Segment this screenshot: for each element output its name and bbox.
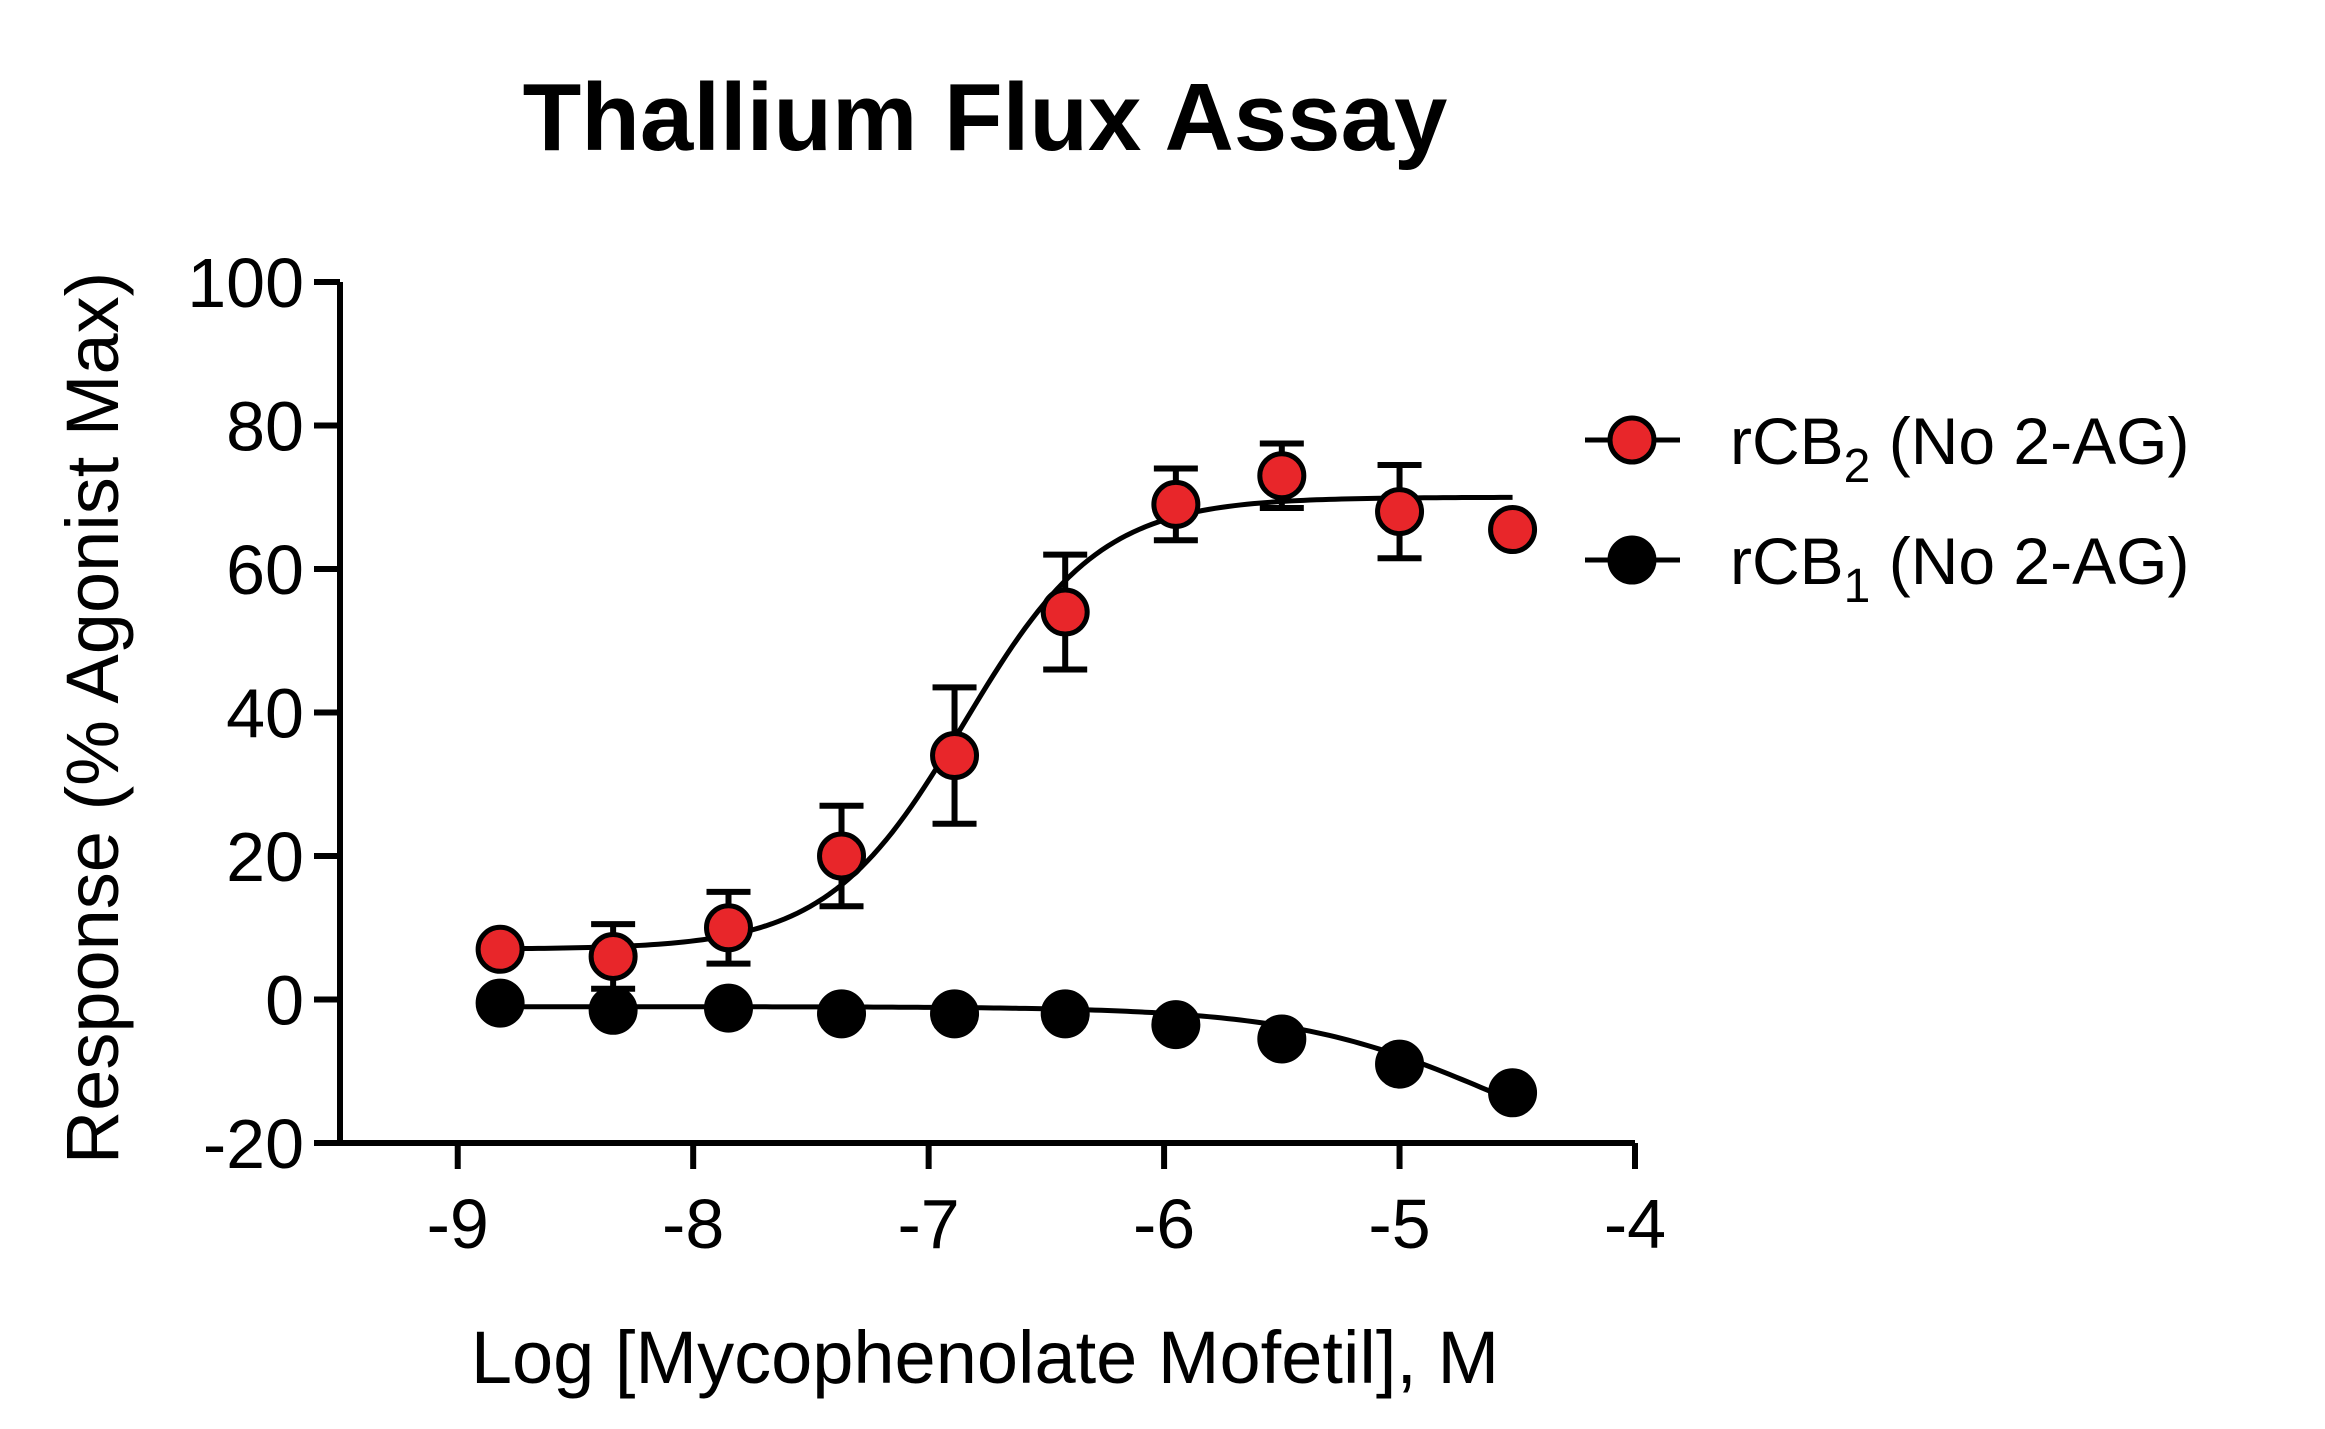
x-tick-label: -6 bbox=[1133, 1185, 1195, 1263]
y-tick-label: 40 bbox=[226, 675, 304, 753]
legend-marker bbox=[1607, 535, 1657, 585]
data-point bbox=[1257, 451, 1307, 501]
fit-curve bbox=[500, 494, 1513, 952]
series-layer bbox=[475, 440, 1538, 1118]
legend-item: rCB1 (No 2-AG) bbox=[1585, 524, 2189, 613]
y-tick-label: 80 bbox=[226, 388, 304, 466]
legend-label-subscript: 1 bbox=[1844, 560, 1871, 613]
y-tick-label: 60 bbox=[226, 531, 304, 609]
legend: rCB2 (No 2-AG)rCB1 (No 2-AG) bbox=[1585, 404, 2189, 613]
legend-label: rCB1 (No 2-AG) bbox=[1730, 524, 2189, 613]
legend-label-subscript: 2 bbox=[1844, 440, 1871, 493]
data-point bbox=[1375, 487, 1425, 537]
y-tick-label: 20 bbox=[226, 818, 304, 896]
data-point bbox=[588, 931, 638, 981]
y-axis-label: Response (% Agonist Max) bbox=[51, 272, 134, 1165]
chart-title: Thallium Flux Assay bbox=[523, 64, 1448, 171]
data-point bbox=[588, 985, 638, 1035]
series-1 bbox=[475, 978, 1538, 1118]
data-point bbox=[475, 924, 525, 974]
data-point bbox=[1151, 479, 1201, 529]
data-point bbox=[1488, 505, 1538, 555]
series-0 bbox=[475, 440, 1538, 992]
data-point bbox=[704, 903, 753, 953]
data-point bbox=[1375, 1039, 1425, 1089]
legend-label: rCB2 (No 2-AG) bbox=[1730, 404, 2189, 493]
x-tick-label: -4 bbox=[1604, 1185, 1666, 1263]
data-point bbox=[1488, 1068, 1538, 1118]
legend-label-rest: (No 2-AG) bbox=[1870, 524, 2189, 598]
x-axis-label: Log [Mycophenolate Mofetil], M bbox=[471, 1316, 1499, 1399]
x-tick-label: -7 bbox=[898, 1185, 960, 1263]
x-tick-label: -8 bbox=[662, 1185, 724, 1263]
axes: -20 0 20 40 60 80 100 -9 -8 -7 -6 -5 -4 bbox=[187, 244, 1666, 1263]
x-tick-label: -5 bbox=[1368, 1185, 1430, 1263]
data-point bbox=[817, 989, 867, 1039]
legend-label-rest: (No 2-AG) bbox=[1870, 404, 2189, 478]
data-point bbox=[930, 731, 980, 781]
legend-item: rCB2 (No 2-AG) bbox=[1585, 404, 2189, 493]
legend-label-main: rCB bbox=[1730, 524, 1844, 598]
data-point bbox=[1257, 1014, 1307, 1064]
data-point bbox=[475, 978, 525, 1028]
legend-label-main: rCB bbox=[1730, 404, 1844, 478]
data-point bbox=[930, 989, 980, 1039]
legend-marker bbox=[1607, 415, 1657, 465]
y-tick-label: 100 bbox=[187, 244, 304, 322]
data-point bbox=[704, 983, 753, 1033]
y-tick-label: 0 bbox=[265, 962, 304, 1040]
data-point bbox=[1151, 1000, 1201, 1050]
data-point bbox=[1040, 989, 1090, 1039]
y-tick-label: -20 bbox=[203, 1105, 304, 1183]
x-tick-label: -9 bbox=[427, 1185, 489, 1263]
fit-curve bbox=[500, 1004, 1514, 1103]
data-point bbox=[1040, 587, 1090, 637]
data-point bbox=[817, 831, 867, 881]
